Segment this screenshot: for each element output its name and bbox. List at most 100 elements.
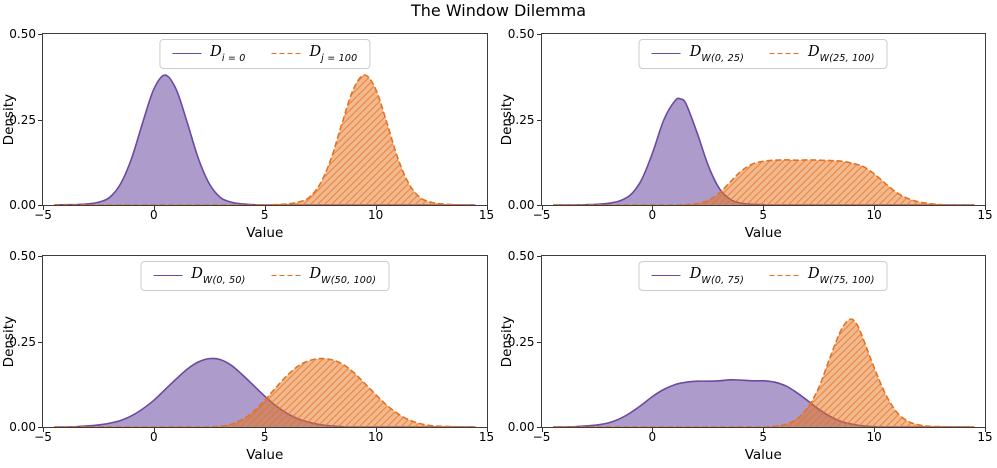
x-tick — [763, 206, 765, 210]
x-tick-label: 10 — [367, 430, 384, 444]
x-tick-label: 0 — [648, 430, 657, 444]
x-tick — [43, 428, 44, 432]
density-curves-svg — [54, 357, 476, 427]
y-tick-label: 0.00 — [507, 420, 535, 434]
x-tick — [264, 206, 266, 210]
legend-label: DW(25, 100) — [808, 44, 875, 64]
x-axis-label: Value — [246, 225, 284, 241]
y-tick-label: 0.00 — [507, 198, 535, 212]
y-tick — [536, 256, 541, 257]
legend-solid-line-swatch — [153, 274, 183, 277]
x-tick-label: −5 — [532, 208, 551, 222]
y-tick-label: 0.50 — [9, 249, 36, 263]
x-tick — [153, 206, 155, 210]
subplot-bottom-right: Density DW(0, 75) DW(75, 100) −5 0 5 10 15 0.… — [499, 246, 997, 468]
legend-label: DW(0, 75) — [689, 266, 744, 286]
legend-label: DW(50, 100) — [309, 266, 377, 286]
y-tick — [536, 34, 541, 35]
legend-item: DW(0, 50) — [153, 266, 246, 286]
legend-label: Di = 0 — [210, 44, 246, 64]
density-curves-svg — [552, 318, 974, 427]
x-axis-label: Value — [744, 447, 782, 463]
x-tick-label: −5 — [532, 430, 551, 444]
y-tick-label: 0.25 — [507, 334, 535, 349]
x-tick-label: 15 — [478, 430, 495, 444]
legend-item: DW(0, 25) — [651, 44, 744, 64]
x-tick — [541, 428, 543, 432]
y-tick-label: 0.00 — [9, 198, 36, 212]
x-tick-label: 0 — [150, 208, 158, 222]
x-tick — [985, 206, 986, 210]
x-tick-label: 15 — [478, 208, 495, 222]
subplot-bottom-left: Density DW(0, 50) DW(50, 100) −5 0 5 10 15 0.… — [0, 246, 499, 468]
x-tick-label: 5 — [759, 208, 768, 222]
x-tick — [874, 206, 876, 210]
legend-label: DW(75, 100) — [808, 266, 875, 286]
x-tick — [652, 206, 654, 210]
y-tick-label: 0.25 — [9, 112, 36, 127]
plot-area: DW(0, 25) DW(25, 100) −5 0 5 10 15 0.00 0.25 0.… — [508, 28, 993, 221]
x-tick — [985, 428, 986, 432]
subplot-top-left: Density Di = 0 Dj = 100 −5 0 5 10 15 0.00 0.25… — [0, 24, 499, 246]
x-tick — [541, 206, 543, 210]
plot-area: DW(0, 50) DW(50, 100) −5 0 5 10 15 0.00 0.25 0.… — [9, 250, 494, 443]
legend-item: DW(50, 100) — [271, 266, 377, 286]
subplot-grid: Density Di = 0 Dj = 100 −5 0 5 10 15 0.00 0.25… — [0, 24, 997, 468]
legend-label: DW(0, 25) — [689, 44, 744, 64]
y-tick-label: 0.25 — [507, 112, 535, 127]
y-tick-label: 0.25 — [9, 334, 36, 349]
figure-title: The Window Dilemma — [410, 1, 587, 20]
y-tick — [38, 205, 42, 206]
legend-item: DW(75, 100) — [770, 266, 875, 286]
x-tick — [43, 206, 44, 210]
x-tick — [153, 428, 155, 432]
x-tick — [486, 206, 488, 210]
x-tick — [375, 428, 377, 432]
x-tick-label: 5 — [260, 430, 269, 444]
legend-dashed-line-swatch — [770, 52, 799, 55]
x-tick-label: 5 — [759, 430, 768, 444]
legend: Di = 0 Dj = 100 — [159, 39, 371, 70]
legend-solid-line-swatch — [651, 52, 681, 55]
y-tick — [536, 205, 541, 206]
x-tick — [763, 428, 765, 432]
y-tick — [536, 427, 541, 428]
y-tick — [536, 119, 541, 121]
x-tick — [486, 428, 488, 432]
plot-area: Di = 0 Dj = 100 −5 0 5 10 15 0.00 0.25 0.50 — [9, 28, 494, 221]
legend: DW(0, 50) DW(50, 100) — [140, 261, 390, 292]
density-curves-svg — [552, 97, 974, 205]
legend: DW(0, 75) DW(75, 100) — [638, 261, 888, 292]
x-tick-label: 0 — [648, 208, 657, 222]
x-tick-label: 0 — [150, 430, 158, 444]
legend: DW(0, 25) DW(25, 100) — [638, 39, 888, 70]
legend-item: DW(25, 100) — [770, 44, 875, 64]
x-tick-label: 15 — [977, 430, 993, 444]
x-axis-label: Value — [246, 447, 284, 463]
y-tick — [38, 34, 42, 35]
legend-solid-line-swatch — [172, 52, 202, 55]
x-tick-label: 10 — [367, 208, 384, 222]
legend-dashed-line-swatch — [271, 52, 301, 55]
x-tick-label: 10 — [866, 430, 882, 444]
x-axis-label: Value — [744, 225, 782, 241]
plot-area: DW(0, 75) DW(75, 100) −5 0 5 10 15 0.00 0.25 0.… — [508, 250, 993, 443]
x-tick — [652, 428, 654, 432]
y-tick — [38, 256, 42, 257]
y-tick-label: 0.50 — [507, 27, 535, 41]
legend-dashed-line-swatch — [271, 274, 301, 277]
y-tick — [38, 341, 42, 343]
legend-label: DW(0, 50) — [191, 266, 246, 286]
legend-solid-line-swatch — [651, 274, 681, 277]
y-tick-label: 0.50 — [9, 27, 36, 41]
x-tick-label: 10 — [866, 208, 882, 222]
legend-label: Dj = 100 — [309, 44, 358, 64]
legend-dashed-line-swatch — [770, 274, 799, 277]
y-tick — [38, 427, 42, 428]
legend-item: Di = 0 — [172, 44, 246, 64]
y-tick-label: 0.50 — [507, 249, 535, 263]
y-tick — [536, 341, 541, 343]
legend-item: DW(0, 75) — [651, 266, 744, 286]
x-tick-label: 5 — [260, 208, 269, 222]
y-tick-label: 0.00 — [9, 420, 36, 434]
